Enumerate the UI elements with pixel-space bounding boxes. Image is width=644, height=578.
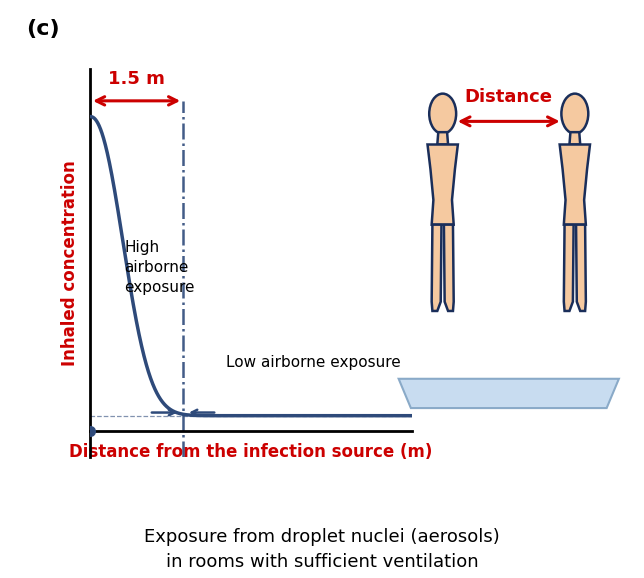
- Polygon shape: [564, 225, 574, 311]
- Polygon shape: [576, 225, 586, 311]
- Text: 1.5 m: 1.5 m: [108, 71, 165, 88]
- X-axis label: Distance from the infection source (m): Distance from the infection source (m): [70, 443, 433, 461]
- Text: (c): (c): [26, 19, 59, 39]
- Text: Exposure from droplet nuclei (aerosols)
in rooms with sufficient ventilation: Exposure from droplet nuclei (aerosols) …: [144, 528, 500, 570]
- Text: Low airborne exposure: Low airborne exposure: [227, 355, 401, 370]
- Polygon shape: [428, 144, 458, 225]
- Ellipse shape: [429, 94, 456, 134]
- Text: Distance: Distance: [465, 88, 553, 106]
- Polygon shape: [431, 225, 441, 311]
- Polygon shape: [437, 132, 448, 144]
- Ellipse shape: [562, 94, 588, 134]
- Polygon shape: [569, 132, 580, 144]
- Polygon shape: [399, 379, 619, 408]
- Y-axis label: Inhaled concentration: Inhaled concentration: [61, 160, 79, 366]
- Polygon shape: [560, 144, 590, 225]
- Polygon shape: [444, 225, 453, 311]
- Text: High
airborne
exposure: High airborne exposure: [124, 240, 194, 295]
